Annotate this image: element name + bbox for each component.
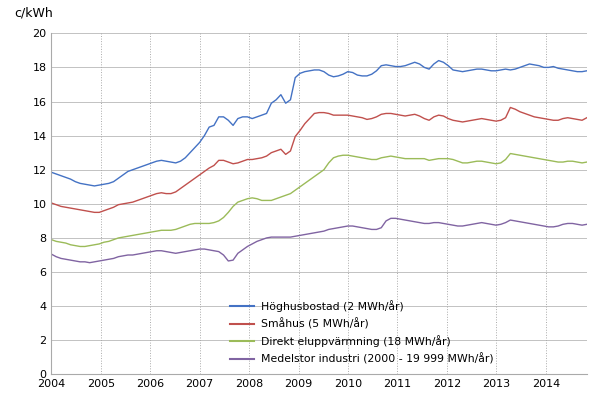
Text: c/kWh: c/kWh [14,7,53,20]
Legend: Höghusbostad (2 MWh/år), Småhus (5 MWh/år), Direkt eluppvärmning (18 MWh/år), Me: Höghusbostad (2 MWh/år), Småhus (5 MWh/å… [226,296,498,369]
